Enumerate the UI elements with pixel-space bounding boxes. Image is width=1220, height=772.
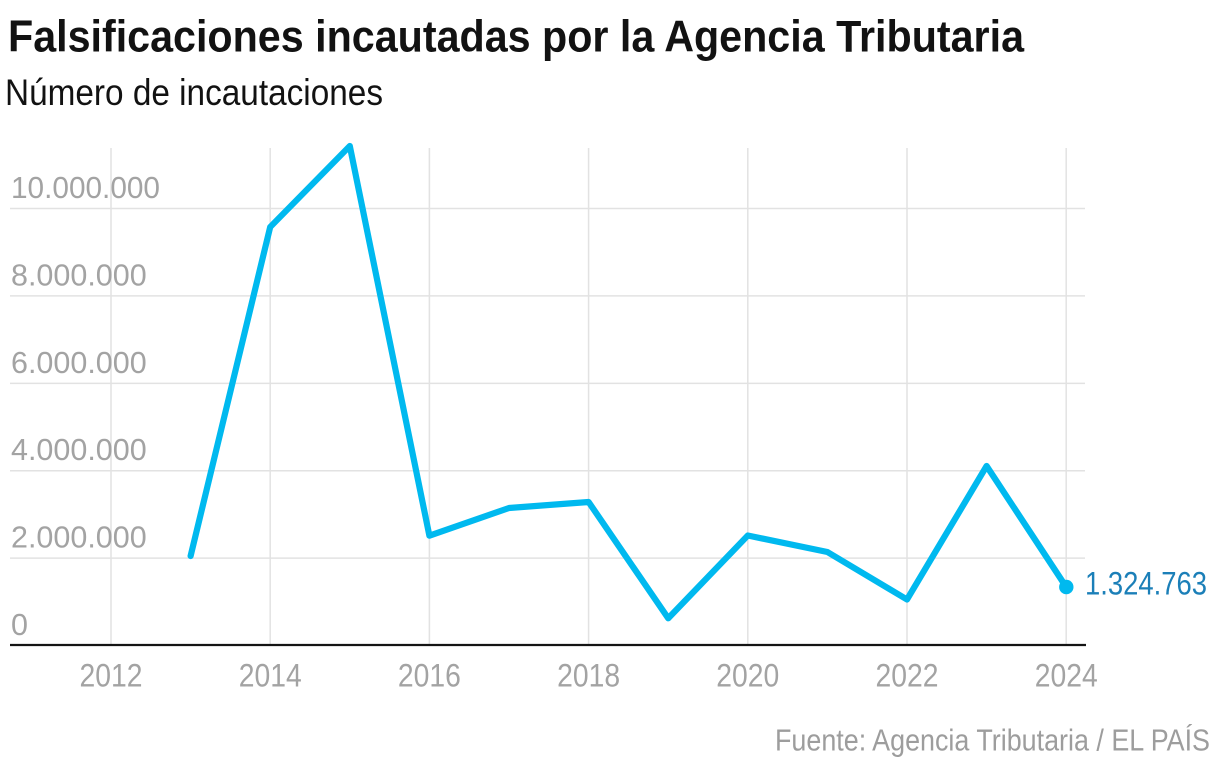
svg-text:6.000.000: 6.000.000 (11, 346, 147, 380)
svg-text:8.000.000: 8.000.000 (11, 259, 147, 293)
svg-text:Número de incautaciones: Número de incautaciones (5, 72, 383, 113)
svg-text:2018: 2018 (557, 657, 620, 693)
svg-text:1.324.763: 1.324.763 (1085, 565, 1207, 601)
svg-text:Fuente: Agencia Tributaria / E: Fuente: Agencia Tributaria / EL PAÍS (775, 723, 1210, 758)
svg-text:2.000.000: 2.000.000 (11, 521, 147, 555)
svg-text:2022: 2022 (876, 657, 939, 693)
svg-text:2024: 2024 (1035, 657, 1098, 693)
svg-text:Falsificaciones incautadas por: Falsificaciones incautadas por la Agenci… (8, 13, 1024, 62)
svg-text:2020: 2020 (716, 657, 779, 693)
svg-text:2016: 2016 (398, 657, 461, 693)
svg-text:2014: 2014 (239, 657, 302, 693)
svg-text:10.000.000: 10.000.000 (11, 171, 160, 205)
svg-text:0: 0 (11, 608, 28, 642)
svg-text:2012: 2012 (80, 657, 143, 693)
svg-text:4.000.000: 4.000.000 (11, 433, 147, 467)
